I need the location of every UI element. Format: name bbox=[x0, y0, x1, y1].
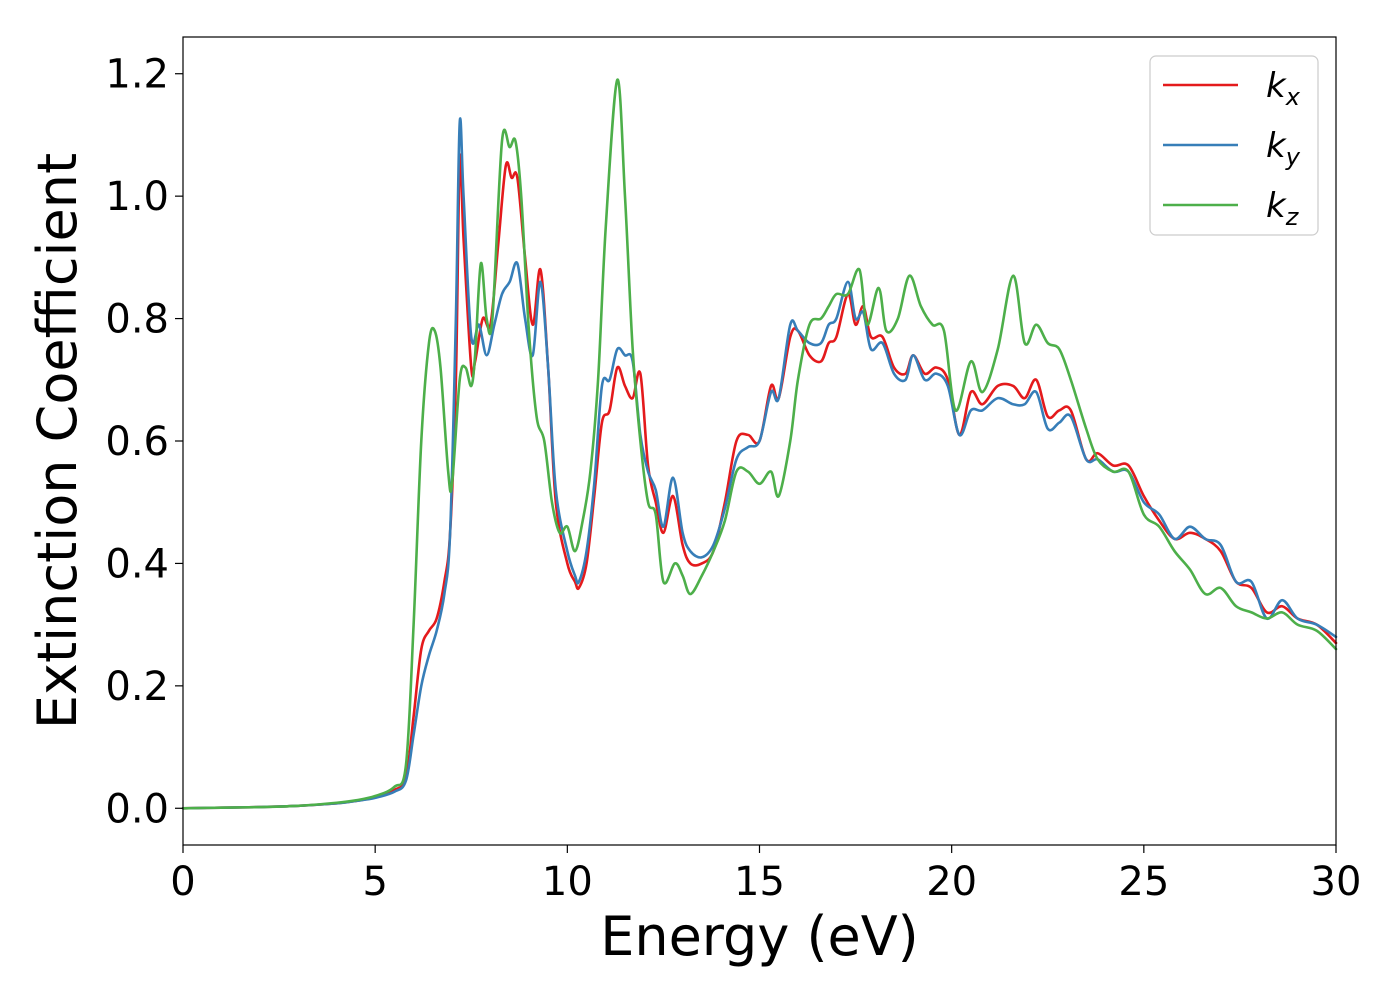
series-line-ky bbox=[181, 117, 1338, 810]
y-tick-label: 1.0 bbox=[105, 174, 169, 220]
x-tick-label: 20 bbox=[926, 859, 977, 905]
x-tick-label: 15 bbox=[734, 859, 785, 905]
y-tick-label: 1.2 bbox=[105, 52, 169, 98]
legend-items: kx ky kz bbox=[1163, 66, 1301, 231]
x-axis-label: Energy (eV) bbox=[600, 905, 919, 968]
series-layer bbox=[181, 78, 1338, 810]
legend-label-kz: kz bbox=[1266, 186, 1300, 231]
x-tick-label: 25 bbox=[1118, 859, 1169, 905]
x-tick-label: 5 bbox=[362, 859, 387, 905]
y-tick-label: 0.2 bbox=[105, 664, 169, 710]
x-axis-ticks: 0 5 10 15 20 25 30 bbox=[170, 845, 1361, 905]
x-tick-label: 0 bbox=[170, 859, 195, 905]
series-line-kx bbox=[181, 153, 1338, 810]
y-tick-label: 0.8 bbox=[105, 297, 169, 343]
series-line-kz bbox=[181, 78, 1338, 810]
legend-label-ky: ky bbox=[1266, 126, 1301, 171]
y-axis-label: Extinction Coefficient bbox=[26, 153, 89, 729]
legend: kx ky kz bbox=[1149, 55, 1319, 236]
y-tick-label: 0.0 bbox=[105, 786, 169, 832]
x-tick-label: 30 bbox=[1311, 859, 1362, 905]
legend-label-kx: kx bbox=[1266, 66, 1301, 111]
x-tick-label: 10 bbox=[542, 859, 593, 905]
y-axis-ticks: 0.0 0.2 0.4 0.6 0.8 1.0 1.2 bbox=[105, 52, 183, 832]
y-tick-label: 0.4 bbox=[105, 541, 169, 587]
y-tick-label: 0.6 bbox=[105, 419, 169, 465]
